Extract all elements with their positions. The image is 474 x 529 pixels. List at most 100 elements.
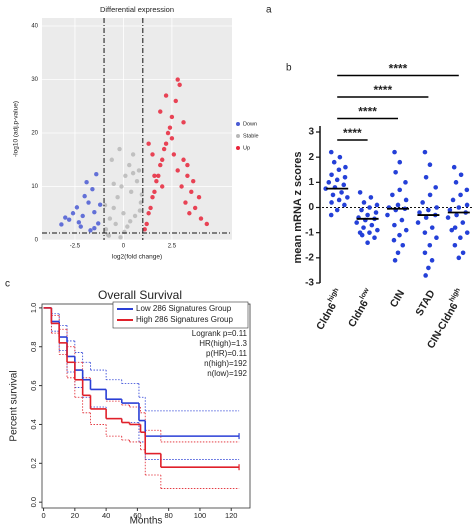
significance-label: **** <box>358 105 377 119</box>
point <box>464 230 470 235</box>
point <box>137 208 143 213</box>
legend-label: Stable <box>243 133 259 139</box>
point <box>150 195 155 200</box>
point <box>403 227 409 233</box>
point <box>464 202 470 208</box>
point <box>130 152 136 157</box>
legend-label: Up <box>243 145 250 151</box>
point <box>128 189 134 195</box>
category-name: Cldn6 <box>346 298 371 329</box>
point <box>167 125 173 130</box>
point <box>399 217 405 223</box>
point <box>185 162 190 168</box>
point <box>342 202 347 208</box>
x-tick-label: -2.5 <box>70 244 81 250</box>
point <box>361 200 367 205</box>
point <box>354 220 359 225</box>
point <box>150 152 155 157</box>
y-tick-label: 0.2 <box>29 458 38 468</box>
point <box>329 200 334 205</box>
point <box>372 235 377 240</box>
category-name: CIN <box>388 288 407 310</box>
point <box>96 221 101 226</box>
category-name: Cldn6 <box>314 301 339 332</box>
point <box>163 141 169 146</box>
annotation: n(low)=192 <box>207 369 247 378</box>
point <box>179 184 184 189</box>
point <box>111 205 116 211</box>
point <box>403 197 409 203</box>
point <box>336 197 342 203</box>
point <box>187 211 192 216</box>
point <box>127 162 132 168</box>
point <box>397 232 402 238</box>
point <box>115 195 120 200</box>
point <box>447 207 453 213</box>
panel-label: b <box>286 63 292 74</box>
y-tick-label: 40 <box>31 24 38 30</box>
point <box>165 130 171 136</box>
legend-marker <box>236 146 240 150</box>
point <box>369 222 375 228</box>
point <box>423 215 429 220</box>
point <box>204 221 209 227</box>
legend-label: Down <box>243 121 257 127</box>
point <box>427 242 433 248</box>
point <box>445 215 451 220</box>
point <box>185 173 190 179</box>
point <box>420 200 425 205</box>
point <box>422 230 428 235</box>
point <box>392 222 397 228</box>
point <box>86 200 91 205</box>
y-tick-label: -1 <box>305 227 314 238</box>
point <box>94 172 99 177</box>
point <box>357 230 363 235</box>
point <box>450 197 456 203</box>
significance-label: **** <box>389 62 408 76</box>
chart-title: Overall Survival <box>98 288 182 302</box>
point <box>341 182 347 188</box>
point <box>460 250 466 256</box>
point <box>429 258 435 263</box>
y-tick-label: 20 <box>31 131 38 137</box>
point <box>183 200 188 205</box>
y-tick-label: 10 <box>31 184 38 190</box>
panel-label: a <box>266 5 272 16</box>
point <box>403 180 408 185</box>
point <box>395 202 401 208</box>
legend-marker <box>236 134 240 138</box>
point <box>109 157 114 162</box>
x-axis-label: log2(fold change) <box>112 254 162 261</box>
y-tick-label: -3 <box>305 278 314 289</box>
y-tick-label: 0.0 <box>29 497 38 507</box>
point <box>400 242 406 248</box>
point <box>158 109 163 114</box>
point <box>374 202 380 208</box>
category-superscript: low <box>359 286 371 300</box>
point <box>59 222 64 227</box>
point <box>70 211 76 216</box>
chart-title: Differential expression <box>100 5 174 14</box>
point <box>453 180 459 185</box>
point <box>458 192 463 198</box>
x-axis-label: Months <box>130 516 163 527</box>
point <box>342 175 348 180</box>
point <box>426 265 431 271</box>
point <box>102 203 108 208</box>
point <box>456 255 462 261</box>
panel-label: c <box>5 279 10 290</box>
point <box>452 225 458 230</box>
y-tick-label: 30 <box>31 77 38 83</box>
point <box>449 227 455 233</box>
point <box>177 82 182 88</box>
point <box>393 169 398 175</box>
point <box>84 180 89 185</box>
point <box>456 205 462 210</box>
point <box>451 164 457 170</box>
point <box>423 175 429 180</box>
point <box>365 212 370 218</box>
point <box>161 146 167 152</box>
point <box>422 250 428 256</box>
point <box>422 149 428 155</box>
x-tick-label: 80 <box>165 511 173 520</box>
